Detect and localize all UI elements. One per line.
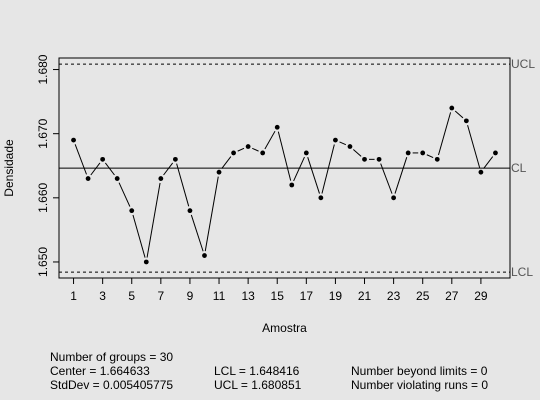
data-point bbox=[347, 144, 353, 149]
x-tick-label: 17 bbox=[300, 289, 314, 303]
x-tick-label: 9 bbox=[187, 289, 194, 303]
stats-violating-runs: Number violating runs = 0 bbox=[351, 378, 489, 392]
data-point bbox=[434, 156, 440, 162]
series-segment bbox=[380, 163, 393, 194]
data-point bbox=[318, 195, 324, 201]
control-label-lcl: LCL bbox=[511, 265, 533, 279]
data-point bbox=[231, 150, 236, 156]
series-segment bbox=[483, 156, 494, 169]
x-tick-label: 25 bbox=[416, 289, 430, 303]
data-point bbox=[303, 150, 309, 156]
data-point bbox=[362, 156, 367, 162]
x-tick-label: 21 bbox=[358, 289, 372, 303]
series-segment bbox=[90, 162, 101, 176]
x-axis-title: Amostra bbox=[262, 321, 307, 335]
data-point bbox=[493, 150, 498, 156]
stats-stddev: StdDev = 0.005405775 bbox=[50, 378, 174, 392]
data-point bbox=[289, 182, 295, 188]
y-tick-label: 1.650 bbox=[36, 247, 50, 277]
x-tick-label: 5 bbox=[128, 289, 135, 303]
x-tick-label: 27 bbox=[445, 289, 459, 303]
series-segment bbox=[394, 157, 408, 194]
data-point bbox=[100, 156, 106, 162]
data-point bbox=[463, 118, 469, 124]
series-segment bbox=[204, 176, 219, 252]
data-point bbox=[143, 259, 149, 265]
x-tick-label: 7 bbox=[157, 289, 164, 303]
y-tick-label: 1.660 bbox=[36, 182, 50, 212]
x-tick-label: 15 bbox=[271, 289, 285, 303]
data-point bbox=[114, 176, 120, 181]
control-label-cl: CL bbox=[511, 161, 527, 175]
data-point bbox=[187, 208, 193, 214]
data-point bbox=[260, 150, 266, 156]
series-segment bbox=[252, 147, 259, 152]
x-tick-label: 1 bbox=[70, 289, 77, 303]
series-segment bbox=[293, 156, 305, 182]
control-label-ucl: UCL bbox=[511, 57, 535, 71]
data-point bbox=[158, 176, 164, 181]
series-segment bbox=[353, 149, 362, 157]
series-segment bbox=[221, 156, 232, 169]
series-segment bbox=[264, 130, 276, 150]
data-point bbox=[71, 137, 76, 143]
y-axis-title: Densidade bbox=[2, 139, 16, 197]
data-point bbox=[85, 176, 91, 181]
data-point bbox=[216, 169, 222, 175]
x-tick-label: 11 bbox=[213, 289, 226, 303]
stats-groups: Number of groups = 30 bbox=[50, 350, 174, 364]
data-point bbox=[376, 156, 382, 162]
series-segment bbox=[163, 162, 174, 176]
data-point bbox=[172, 156, 178, 162]
series-segment bbox=[277, 131, 292, 181]
series-segment bbox=[438, 112, 452, 156]
x-tick-label: 3 bbox=[99, 289, 106, 303]
stats-lcl: LCL = 1.648416 bbox=[214, 364, 300, 378]
series-segment bbox=[118, 182, 131, 207]
x-tick-label: 23 bbox=[387, 289, 401, 303]
series-segment bbox=[321, 144, 335, 194]
x-tick-label: 29 bbox=[474, 289, 488, 303]
stats-beyond-limits: Number beyond limits = 0 bbox=[351, 364, 488, 378]
series-segment bbox=[237, 147, 245, 152]
data-point bbox=[245, 144, 251, 149]
data-point bbox=[202, 253, 207, 258]
series-segment bbox=[190, 214, 204, 252]
series-segment bbox=[454, 110, 464, 119]
series-segment bbox=[132, 214, 146, 258]
x-tick-label: 13 bbox=[241, 289, 255, 303]
data-point bbox=[391, 195, 397, 201]
stats-center: Center = 1.664633 bbox=[50, 364, 150, 378]
data-point bbox=[449, 105, 455, 111]
y-tick-label: 1.670 bbox=[36, 118, 50, 148]
series-segment bbox=[426, 154, 434, 158]
series-segment bbox=[307, 157, 320, 194]
series-segment bbox=[74, 144, 87, 175]
series-segment bbox=[146, 182, 161, 258]
series-segment bbox=[176, 163, 190, 207]
stats-ucl: UCL = 1.680851 bbox=[214, 378, 302, 392]
data-point bbox=[333, 137, 338, 143]
data-point bbox=[274, 124, 280, 130]
y-tick-label: 1.680 bbox=[36, 54, 50, 84]
data-point bbox=[478, 169, 484, 175]
data-point bbox=[129, 208, 135, 214]
data-point bbox=[405, 150, 411, 156]
series-segment bbox=[104, 162, 115, 176]
series-segment bbox=[467, 125, 481, 168]
x-tick-label: 19 bbox=[329, 289, 343, 303]
series-segment bbox=[339, 141, 347, 146]
data-point bbox=[420, 150, 426, 156]
